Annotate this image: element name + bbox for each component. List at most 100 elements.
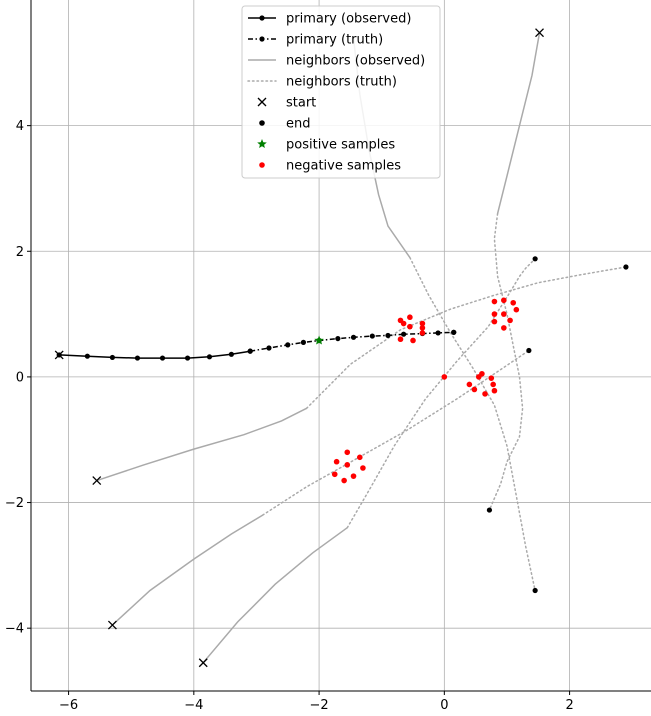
- negative-sample-point: [356, 454, 363, 461]
- negative-sample-point: [491, 387, 498, 394]
- end-point: [526, 347, 532, 354]
- negative-sample-point: [350, 473, 357, 479]
- negative-sample-point: [407, 314, 413, 321]
- negative-sample-point: [491, 311, 498, 317]
- y-tick-label: −4: [5, 622, 24, 637]
- primary-observed-point: [228, 351, 235, 357]
- negative-sample-point: [482, 391, 488, 397]
- start-cross-stroke: [257, 97, 267, 107]
- start-cross-stroke: [535, 28, 544, 38]
- end-point: [486, 507, 493, 513]
- start-point: [535, 28, 544, 38]
- primary-observed-point: [84, 353, 90, 359]
- negative-sample-point: [471, 386, 478, 393]
- negative-sample-point: [333, 458, 340, 465]
- negative-sample-point: [341, 477, 347, 484]
- legend-label: neighbors (truth): [286, 75, 397, 90]
- legend-box: [241, 5, 441, 179]
- legend-handle-cross: [257, 97, 267, 107]
- primary-truth-point: [266, 345, 272, 351]
- primary-truth-point: [369, 333, 375, 339]
- positive-sample-point: [314, 335, 324, 345]
- legend-handle-dot: [259, 120, 265, 126]
- neighbor-truth-line: [409, 256, 536, 592]
- primary-observed-point: [134, 355, 141, 361]
- primary-truth-point: [300, 339, 307, 345]
- negative-sample-point: [397, 317, 404, 324]
- legend-handle-dot: [259, 36, 265, 42]
- primary-observed-point: [206, 354, 213, 360]
- start-cross-stroke: [92, 476, 102, 486]
- negative-sample-point: [501, 311, 507, 317]
- neighbor-observed-line: [202, 527, 348, 664]
- legend-handle-dot: [259, 15, 265, 21]
- series-layer: [56, 32, 627, 664]
- end-point: [532, 256, 538, 262]
- legend-label: end: [286, 117, 311, 132]
- negative-sample-point: [501, 297, 507, 304]
- negative-sample-point: [513, 306, 520, 313]
- neighbor-observed-line: [96, 407, 307, 482]
- negative-sample-point: [488, 375, 495, 381]
- legend-label: start: [286, 96, 316, 111]
- neighbor-truth-line: [261, 349, 530, 516]
- negative-sample-point: [419, 325, 426, 331]
- y-tick-label: 2: [16, 245, 24, 260]
- negative-sample-point: [491, 298, 498, 305]
- neighbor-observed-line: [111, 514, 264, 626]
- legend-label: negative samples: [286, 159, 401, 174]
- primary-truth-point: [435, 330, 441, 336]
- primary-truth-point: [285, 342, 291, 348]
- negative-sample-point: [344, 449, 351, 456]
- legend-entry: negative samples: [259, 159, 401, 174]
- primary-observed-point: [159, 355, 166, 361]
- legend-entry: primary (truth): [248, 33, 383, 48]
- legend-entry: start: [257, 96, 316, 111]
- negative-sample-point: [419, 320, 426, 327]
- legend-handle-dot: [259, 162, 265, 168]
- y-tick-label: 0: [16, 370, 24, 385]
- marker-layer: [54, 28, 629, 668]
- primary-truth-point: [385, 332, 391, 339]
- neighbor-truth-line: [488, 212, 524, 511]
- negative-sample-point: [490, 381, 496, 388]
- negative-sample-point: [331, 471, 338, 478]
- end-point: [623, 264, 629, 270]
- x-tick-label: 0: [440, 698, 448, 713]
- negative-sample-point: [419, 330, 426, 336]
- y-tick-label: −2: [5, 496, 24, 511]
- y-tick-label: 4: [16, 119, 24, 134]
- legend-label: positive samples: [286, 138, 395, 153]
- x-tick-label: −2: [309, 698, 328, 713]
- negative-sample-point: [501, 325, 507, 331]
- legend-entry: neighbors (truth): [247, 75, 397, 90]
- negative-sample-point: [510, 299, 517, 306]
- neighbor-truth-line: [346, 258, 536, 529]
- end-point: [532, 587, 538, 594]
- neighbor-truth-line: [305, 266, 627, 410]
- x-tick-label: −4: [184, 698, 203, 713]
- legend-label: neighbors (observed): [286, 54, 425, 69]
- legend-entry: neighbors (observed): [248, 54, 425, 69]
- primary-truth-point: [335, 335, 341, 342]
- end-point: [451, 329, 457, 335]
- primary-observed-point: [109, 354, 116, 361]
- start-point: [198, 658, 208, 668]
- negative-sample-point: [441, 374, 448, 380]
- x-tick-label: 2: [565, 698, 573, 713]
- legend-entry: primary (observed): [248, 12, 411, 27]
- primary-truth-point: [247, 348, 253, 354]
- start-point: [54, 350, 64, 360]
- negative-sample-point: [507, 317, 513, 324]
- negative-sample-point: [410, 337, 416, 344]
- start-point: [92, 476, 102, 486]
- neighbor-observed-line: [496, 32, 541, 214]
- start-cross-stroke: [54, 350, 64, 360]
- x-tick-label: −6: [59, 698, 78, 713]
- primary-observed-point: [184, 355, 191, 361]
- axes: −6 −4 −2 0 2 −4 −2 0 2 4: [5, 0, 651, 713]
- legend-label: primary (observed): [286, 12, 411, 27]
- negative-sample-point: [479, 370, 485, 377]
- legend-entry: end: [259, 117, 311, 132]
- primary-truth-point: [401, 331, 407, 337]
